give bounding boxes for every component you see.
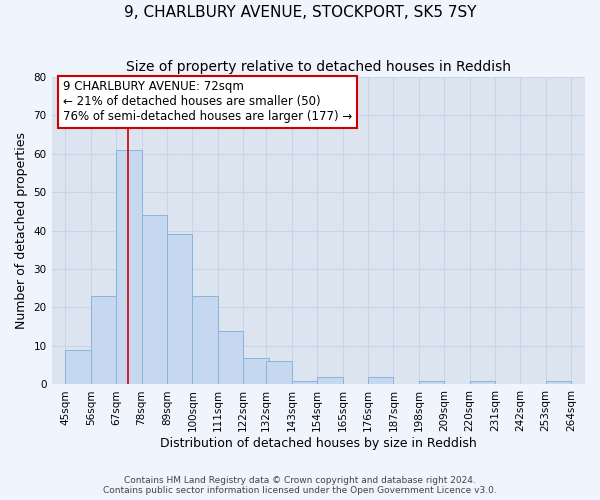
Bar bbox=[167, 234, 193, 384]
Bar bbox=[546, 380, 571, 384]
Text: 9, CHARLBURY AVENUE, STOCKPORT, SK5 7SY: 9, CHARLBURY AVENUE, STOCKPORT, SK5 7SY bbox=[124, 5, 476, 20]
Bar bbox=[91, 296, 116, 384]
Bar bbox=[243, 358, 269, 384]
Bar bbox=[368, 377, 394, 384]
Y-axis label: Number of detached properties: Number of detached properties bbox=[15, 132, 28, 329]
Bar bbox=[292, 380, 317, 384]
Bar bbox=[266, 362, 292, 384]
Bar bbox=[317, 377, 343, 384]
Bar bbox=[419, 380, 444, 384]
X-axis label: Distribution of detached houses by size in Reddish: Distribution of detached houses by size … bbox=[160, 437, 476, 450]
Text: Contains HM Land Registry data © Crown copyright and database right 2024.
Contai: Contains HM Land Registry data © Crown c… bbox=[103, 476, 497, 495]
Bar bbox=[470, 380, 495, 384]
Bar bbox=[65, 350, 91, 384]
Title: Size of property relative to detached houses in Reddish: Size of property relative to detached ho… bbox=[126, 60, 511, 74]
Bar bbox=[116, 150, 142, 384]
Text: 9 CHARLBURY AVENUE: 72sqm
← 21% of detached houses are smaller (50)
76% of semi-: 9 CHARLBURY AVENUE: 72sqm ← 21% of detac… bbox=[63, 80, 352, 124]
Bar bbox=[142, 215, 167, 384]
Bar bbox=[193, 296, 218, 384]
Bar bbox=[218, 330, 243, 384]
